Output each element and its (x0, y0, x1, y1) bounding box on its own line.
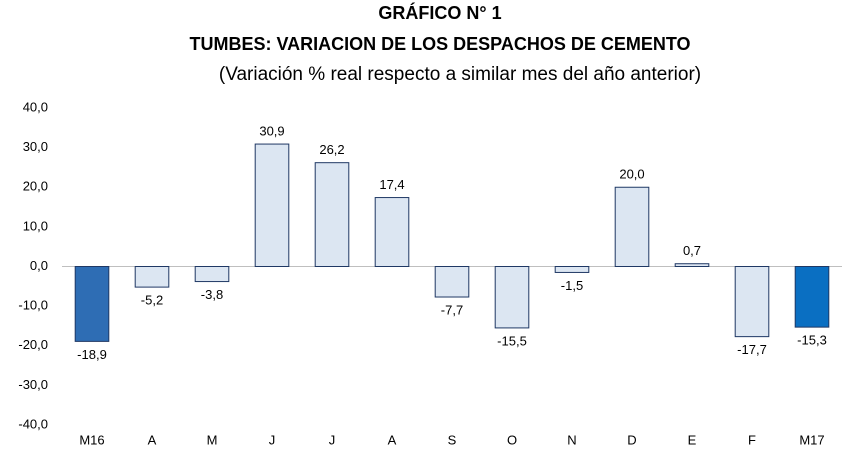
x-tick-label: F (748, 432, 756, 447)
data-label: 17,4 (379, 177, 404, 192)
chart-title: GRÁFICO N° 1 (378, 2, 501, 23)
data-label: 20,0 (619, 167, 644, 182)
x-tick-label: M (207, 432, 218, 447)
y-tick-label: -20,0 (18, 337, 48, 352)
chart-subtitle: TUMBES: VARIACION DE LOS DESPACHOS DE CE… (189, 34, 690, 54)
data-label: 0,7 (683, 243, 701, 258)
data-label: -18,9 (77, 347, 107, 362)
y-tick-label: -40,0 (18, 416, 48, 431)
data-label: -7,7 (441, 302, 463, 317)
x-tick-label: A (388, 432, 397, 447)
x-tick-label: O (507, 432, 517, 447)
x-tick-label: E (688, 432, 697, 447)
bar (614, 186, 650, 267)
y-tick-label: 0,0 (30, 258, 48, 273)
bar (554, 266, 590, 273)
bar (794, 266, 830, 328)
x-tick-label: J (269, 432, 276, 447)
y-tick-label: 10,0 (23, 218, 48, 233)
data-label: -1,5 (561, 278, 583, 293)
bar (374, 197, 410, 268)
bar (314, 162, 350, 267)
bar (434, 266, 470, 298)
data-label: 30,9 (259, 123, 284, 138)
data-label: 26,2 (319, 142, 344, 157)
bar (254, 143, 290, 267)
x-tick-label: M17 (799, 432, 824, 447)
data-label: -15,5 (497, 333, 527, 348)
bar (194, 266, 230, 283)
x-tick-label: M16 (79, 432, 104, 447)
data-label: -17,7 (737, 342, 767, 357)
y-tick-label: -10,0 (18, 298, 48, 313)
bar (134, 266, 170, 288)
y-tick-label: 40,0 (23, 99, 48, 114)
chart-note: (Variación % real respecto a similar mes… (219, 64, 701, 85)
bar (494, 266, 530, 329)
y-tick-label: 20,0 (23, 179, 48, 194)
bar (674, 263, 710, 268)
y-tick-label: 30,0 (23, 139, 48, 154)
y-tick-label: -30,0 (18, 377, 48, 392)
x-tick-label: J (329, 432, 336, 447)
x-tick-label: N (567, 432, 576, 447)
bar (74, 266, 110, 342)
data-label: -3,8 (201, 287, 223, 302)
bar (734, 266, 770, 338)
data-label: -5,2 (141, 293, 163, 308)
x-tick-label: S (448, 432, 457, 447)
data-label: -15,3 (797, 333, 827, 348)
x-tick-label: D (627, 432, 636, 447)
x-tick-label: A (148, 432, 157, 447)
